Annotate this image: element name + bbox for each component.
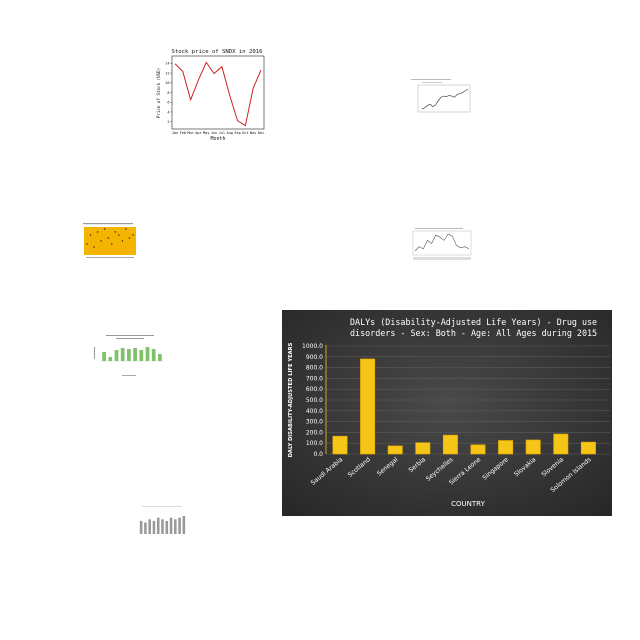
- green-bar: [127, 349, 131, 361]
- dalys-ytick-label: 0.0: [313, 451, 323, 458]
- sndx-ytick-label: 14: [165, 62, 169, 66]
- grey-bar: [169, 517, 173, 534]
- sndx-xtick-label: Dec: [258, 131, 265, 135]
- sndx-xlabel: Month: [210, 136, 225, 142]
- dalys-ytick-label: 300.0: [306, 419, 323, 426]
- green-bar: [158, 354, 162, 361]
- dalys-bar: [498, 440, 514, 455]
- sndx-ytick-label: 6: [167, 101, 169, 105]
- scatter-point: [100, 240, 102, 242]
- green-bar: [133, 348, 137, 361]
- sndx-xtick-label: Mar: [187, 131, 194, 135]
- scatter-point: [125, 228, 127, 230]
- dalys-ytick-label: 800.0: [306, 365, 323, 372]
- grey-bar: [144, 522, 147, 534]
- grey-bar: [139, 520, 143, 534]
- sndx-xtick-label: Jan: [172, 131, 179, 135]
- sndx-xtick-label: Feb: [180, 131, 187, 135]
- small-line-chart-2-series: [414, 233, 470, 252]
- sndx-xtick-label: Aug: [226, 131, 233, 135]
- scatter-point: [132, 234, 134, 236]
- dalys-ytick-label: 100.0: [306, 440, 323, 447]
- small-line-chart-1: [410, 75, 472, 120]
- grey-bar: [161, 519, 164, 534]
- dalys-xlabel: COUNTRY: [451, 500, 485, 508]
- dalys-bar: [470, 444, 486, 455]
- dalys-chart-title-line1: DALYs (Disability-Adjusted Life Years) -…: [350, 317, 597, 327]
- sndx-ylabel: Price of Stock (USD): [156, 68, 161, 118]
- sndx-xtick-label: Oct: [242, 131, 249, 135]
- green-bar: [151, 349, 156, 361]
- dalys-ytick-label: 600.0: [306, 386, 323, 393]
- sndx-stock-chart: Stock price of SNDX in 2016 2 4 6 8 10 12 14 J…: [150, 45, 270, 145]
- scatter-point: [128, 237, 131, 239]
- dalys-bar: [415, 442, 431, 455]
- dalys-ytick-label: 500.0: [306, 397, 323, 404]
- orange-scatter-chart: [78, 222, 140, 262]
- sndx-price-line: [174, 61, 262, 127]
- grey-bar: [165, 520, 169, 534]
- dalys-bar: [442, 434, 458, 455]
- small-line-chart-2-frame: [412, 230, 472, 256]
- green-bar: [145, 347, 150, 361]
- orange-scatter-plot-area: [84, 227, 136, 255]
- small-line-chart-1-series: [421, 88, 469, 110]
- dalys-chart-background: [282, 310, 612, 516]
- sndx-xtick-label: May: [203, 131, 210, 135]
- dalys-ytick-label: 900.0: [306, 354, 323, 361]
- green-bar: [108, 357, 113, 361]
- sndx-xtick-label: Sep: [234, 131, 241, 135]
- sndx-ytick-label: 2: [167, 120, 169, 124]
- dalys-bar: [580, 441, 596, 455]
- grey-bar: [174, 519, 177, 534]
- dalys-bar: [525, 439, 541, 455]
- green-bar: [139, 350, 144, 361]
- grey-bar: [182, 516, 186, 534]
- dalys-chart-title-line2: disorders - Sex: Both - Age: All Ages du…: [350, 328, 597, 338]
- small-line-chart-2: [405, 225, 473, 267]
- dalys-bar: [360, 358, 376, 455]
- scatter-point: [118, 234, 120, 236]
- small-line-chart-1-frame: [417, 84, 471, 113]
- dalys-ylabel: DALY DISABILITY-ADJUSTED LIFE YEARS: [288, 342, 294, 457]
- green-bar: [102, 352, 106, 361]
- dalys-ytick-label: 400.0: [306, 408, 323, 415]
- dalys-bar: [387, 445, 403, 455]
- scatter-point: [114, 231, 117, 233]
- sndx-xtick-label: Nov: [250, 131, 257, 135]
- sndx-xtick-label: Jun: [211, 131, 218, 135]
- grey-bar: [156, 517, 160, 534]
- sndx-xtick-label: Apr: [195, 131, 202, 135]
- sndx-ytick-label: 12: [165, 71, 169, 75]
- dalys-ytick-label: 200.0: [306, 429, 323, 436]
- scatter-point: [111, 243, 113, 245]
- scatter-point: [103, 228, 106, 230]
- dalys-bar: [553, 433, 569, 455]
- dalys-bar: [332, 435, 348, 455]
- dalys-bar-chart: DALYs (Disability-Adjusted Life Years) -…: [282, 310, 612, 516]
- scatter-point: [96, 231, 99, 233]
- scatter-point: [121, 240, 124, 242]
- sndx-ytick-label: 4: [167, 110, 169, 114]
- sndx-xtick-label: Jul: [219, 131, 226, 135]
- green-bar: [114, 350, 119, 361]
- sndx-ytick-label: 8: [167, 91, 169, 95]
- scatter-point: [93, 246, 95, 248]
- dalys-ytick-label: 700.0: [306, 375, 323, 382]
- scatter-point: [89, 234, 92, 236]
- grey-bar-chart: [136, 505, 188, 535]
- grey-bar: [178, 517, 181, 534]
- scatter-point: [107, 237, 109, 239]
- scatter-point: [86, 243, 88, 245]
- sndx-chart-title: Stock price of SNDX in 2016: [172, 49, 263, 55]
- dalys-ytick-label: 1000.0: [302, 343, 323, 350]
- grey-bar: [148, 519, 151, 534]
- sndx-ytick-label: 10: [165, 81, 169, 85]
- green-bar-chart: [92, 333, 167, 381]
- grey-bar: [152, 520, 156, 534]
- green-bar: [120, 348, 125, 361]
